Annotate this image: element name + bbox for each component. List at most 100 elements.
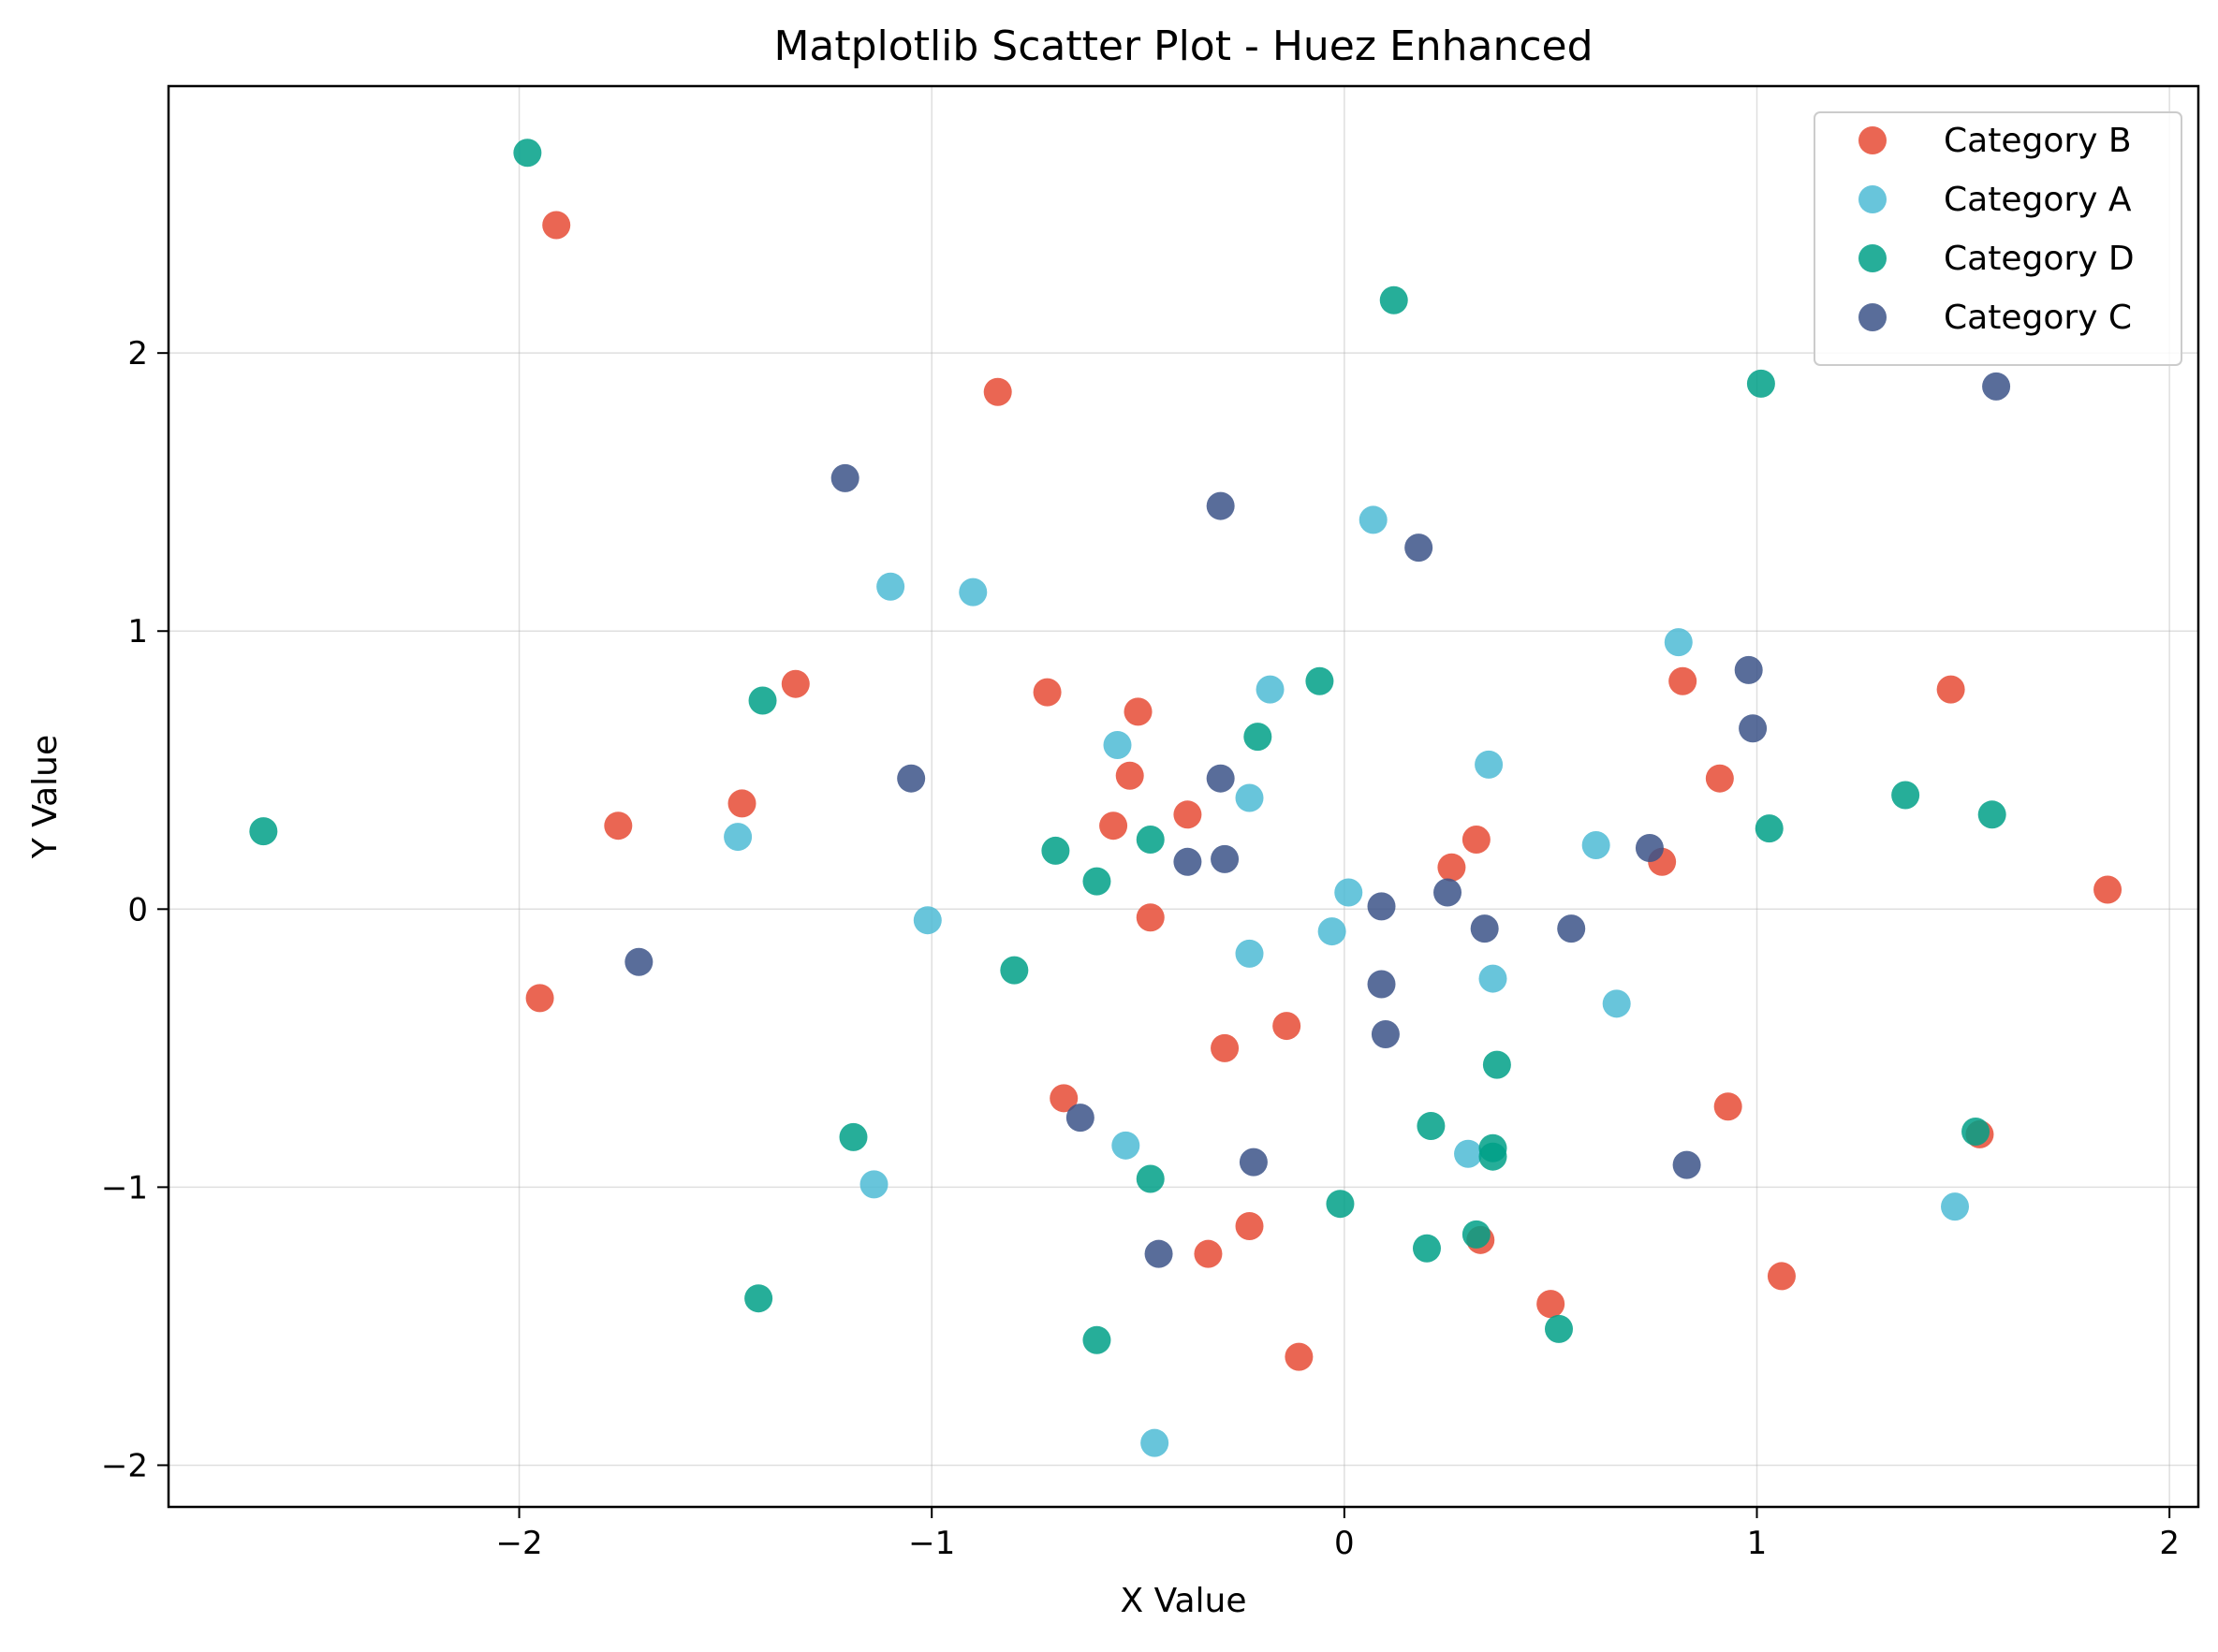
data-point <box>1000 956 1029 985</box>
data-point <box>913 906 942 935</box>
legend-marker <box>1858 126 1887 154</box>
data-point <box>1082 867 1111 896</box>
data-point <box>1285 1342 1314 1371</box>
data-point <box>1235 1211 1264 1240</box>
legend-label: Category A <box>1944 181 2132 219</box>
data-point <box>1475 750 1504 779</box>
data-point <box>1082 1325 1111 1354</box>
data-point <box>1206 491 1235 520</box>
data-point <box>1705 764 1734 793</box>
data-point <box>1211 844 1240 873</box>
data-point <box>1371 1019 1400 1048</box>
data-point <box>542 211 571 240</box>
x-tick-label: −1 <box>908 1525 955 1562</box>
y-tick-label: 2 <box>127 335 148 373</box>
data-point <box>727 789 756 818</box>
data-point <box>959 577 988 607</box>
data-point <box>1272 1012 1301 1041</box>
data-points <box>249 139 2123 1457</box>
data-point <box>1124 697 1153 726</box>
data-point <box>724 823 753 852</box>
legend-marker <box>1858 185 1887 213</box>
data-point <box>1581 830 1610 859</box>
data-point <box>1211 1033 1240 1062</box>
data-point <box>513 139 542 168</box>
data-point <box>1173 800 1202 829</box>
data-point <box>839 1122 868 1151</box>
data-point <box>1544 1314 1573 1343</box>
data-point <box>744 1284 773 1313</box>
data-point <box>781 669 810 698</box>
data-point <box>1404 534 1433 563</box>
data-point <box>1111 1131 1140 1160</box>
data-point <box>1412 1234 1441 1263</box>
legend-marker <box>1858 244 1887 272</box>
data-point <box>1206 764 1235 793</box>
data-point <box>1379 285 1408 314</box>
data-point <box>1136 903 1165 932</box>
data-point <box>1635 833 1664 862</box>
plot-frame <box>167 84 2200 1509</box>
data-point <box>1136 1164 1165 1193</box>
y-tick-label: −1 <box>101 1169 148 1206</box>
data-point <box>1041 836 1070 865</box>
y-axis-title: Y Value <box>26 735 65 859</box>
axis-ticks: −2 −1 0 1 2 −2 −1 0 1 2 <box>101 335 2180 1562</box>
legend: Category B Category A Category D Category C <box>1814 111 2182 366</box>
x-axis-title: X Value <box>1121 1582 1247 1620</box>
data-point <box>1936 675 1965 704</box>
data-point <box>1317 917 1346 946</box>
data-point <box>1367 892 1396 921</box>
data-point <box>1664 628 1693 657</box>
data-point <box>1103 731 1132 760</box>
data-point <box>1144 1239 1173 1268</box>
data-point <box>604 811 633 841</box>
data-point <box>1239 1148 1268 1177</box>
data-point <box>1482 1050 1511 1079</box>
data-point <box>748 686 777 715</box>
data-point <box>1478 964 1507 993</box>
data-point <box>1433 878 1462 907</box>
y-tick-label: −2 <box>101 1447 148 1484</box>
data-point <box>1099 811 1128 841</box>
data-point <box>249 817 278 846</box>
data-point <box>2093 875 2123 904</box>
data-point <box>1713 1092 1742 1121</box>
data-point <box>897 764 926 793</box>
data-point <box>1462 1220 1491 1249</box>
data-point <box>1367 970 1396 999</box>
data-point <box>1536 1290 1565 1319</box>
data-point <box>1305 666 1334 695</box>
data-point <box>1602 989 1631 1018</box>
data-point <box>1557 914 1586 943</box>
data-point <box>1437 853 1466 882</box>
legend-label: Category D <box>1944 240 2135 278</box>
data-point <box>1672 1150 1701 1179</box>
data-point <box>1739 714 1768 743</box>
data-point <box>1668 666 1697 695</box>
data-point <box>1746 369 1775 398</box>
y-tick-label: 1 <box>127 613 148 651</box>
data-point <box>1136 826 1165 855</box>
data-point <box>1734 655 1763 684</box>
data-point <box>983 377 1012 406</box>
x-tick-label: 2 <box>2159 1525 2180 1562</box>
data-point <box>1256 675 1285 704</box>
data-point <box>1417 1112 1446 1141</box>
data-point <box>1326 1190 1355 1219</box>
data-point <box>1982 372 2011 401</box>
data-point <box>1173 847 1202 876</box>
data-point <box>1334 878 1363 907</box>
data-point <box>1977 800 2006 829</box>
data-point <box>1462 826 1491 855</box>
data-point <box>1478 1142 1507 1171</box>
chart-title: Matplotlib Scatter Plot - Huez Enhanced <box>773 22 1593 70</box>
data-point <box>624 947 654 976</box>
data-point <box>1140 1428 1169 1457</box>
data-point <box>876 572 905 601</box>
data-point <box>1454 1139 1483 1168</box>
data-point <box>1065 1104 1094 1133</box>
legend-label: Category C <box>1944 299 2132 337</box>
